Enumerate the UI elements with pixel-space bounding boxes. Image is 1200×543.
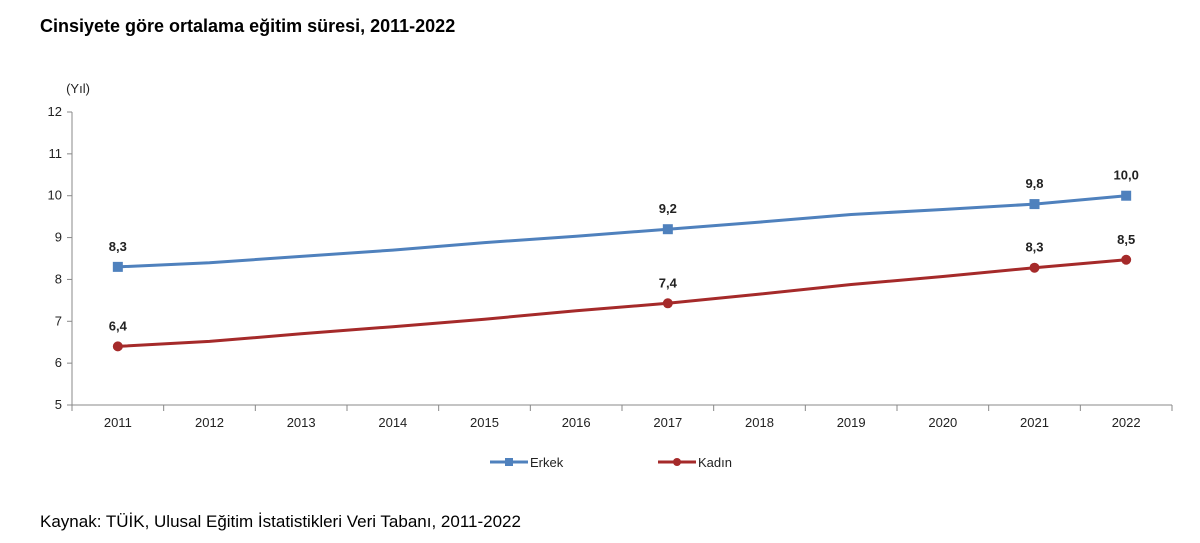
chart-legend: Erkek Kadın bbox=[490, 455, 732, 470]
y-tick-label: 9 bbox=[55, 230, 62, 245]
x-tick-label: 2011 bbox=[104, 415, 132, 430]
legend-marker-erkek bbox=[505, 458, 513, 466]
data-point-kad-n bbox=[1029, 262, 1040, 273]
legend-marker-kad-n bbox=[673, 458, 681, 466]
x-tick-label: 2013 bbox=[287, 415, 316, 430]
data-point-kad-n bbox=[662, 298, 673, 309]
data-label-kad-n: 8,3 bbox=[1025, 240, 1043, 255]
y-tick-label: 8 bbox=[55, 271, 62, 286]
data-point-erkek bbox=[1121, 190, 1132, 201]
data-point-erkek bbox=[662, 224, 673, 235]
legend-label-kad-n: Kadın bbox=[698, 455, 732, 470]
y-tick-label: 7 bbox=[55, 313, 62, 328]
chart-axes: 5 6 7 8 9 10 11 12 (Yıl) 2011 2012 2013 2014 2015 2016… bbox=[48, 81, 1173, 430]
chart-title: Cinsiyete göre ortalama eğitim süresi, 2… bbox=[40, 16, 456, 36]
y-tick-label: 10 bbox=[48, 188, 62, 203]
x-tick-label: 2021 bbox=[1020, 415, 1049, 430]
x-tick-label: 2016 bbox=[562, 415, 591, 430]
data-label-erkek: 9,2 bbox=[659, 201, 677, 216]
data-label-kad-n: 7,4 bbox=[659, 275, 678, 290]
series-line-kad-n bbox=[117, 258, 1127, 348]
chart-series bbox=[112, 190, 1132, 352]
data-point-erkek bbox=[112, 261, 123, 272]
x-tick-label: 2017 bbox=[653, 415, 682, 430]
y-tick-label: 6 bbox=[55, 355, 62, 370]
data-label-erkek: 8,3 bbox=[109, 239, 127, 254]
y-axis-label: (Yıl) bbox=[66, 81, 90, 96]
x-tick-label: 2019 bbox=[837, 415, 866, 430]
data-point-kad-n bbox=[1121, 254, 1132, 265]
chart-data-labels: 8,3 9,2 9,8 10,0 6,4 7,4 8,3 8,5 bbox=[109, 168, 1139, 334]
x-tick-label: 2015 bbox=[470, 415, 499, 430]
x-tick-label: 2022 bbox=[1112, 415, 1141, 430]
data-label-erkek: 10,0 bbox=[1114, 168, 1139, 183]
x-tick-label: 2020 bbox=[928, 415, 957, 430]
data-label-erkek: 9,8 bbox=[1025, 176, 1043, 191]
y-tick-label: 12 bbox=[48, 104, 62, 119]
y-tick-label: 5 bbox=[55, 397, 62, 412]
data-point-kad-n bbox=[112, 341, 123, 352]
x-tick-label: 2012 bbox=[195, 415, 224, 430]
legend-label-erkek: Erkek bbox=[530, 455, 564, 470]
x-tick-label: 2018 bbox=[745, 415, 774, 430]
data-label-kad-n: 6,4 bbox=[109, 318, 128, 333]
data-label-kad-n: 8,5 bbox=[1117, 232, 1135, 247]
line-chart: 5 6 7 8 9 10 11 12 (Yıl) 2011 2012 2013 2014 2015 2016… bbox=[48, 81, 1173, 470]
series-line-erkek bbox=[117, 194, 1127, 269]
y-tick-label: 11 bbox=[49, 146, 63, 161]
x-tick-label: 2014 bbox=[378, 415, 407, 430]
data-point-erkek bbox=[1029, 199, 1040, 210]
source-note: Kaynak: TÜİK, Ulusal Eğitim İstatistikle… bbox=[40, 512, 521, 531]
